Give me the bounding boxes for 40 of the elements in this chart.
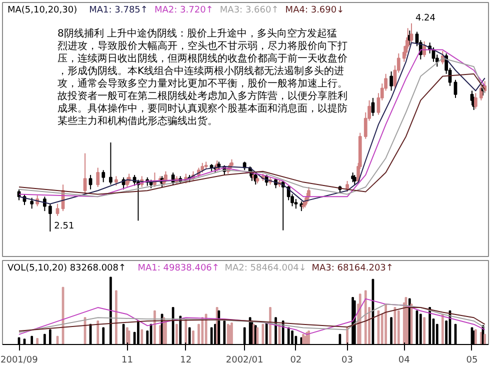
- text: MA1: 3.785↑: [89, 6, 148, 16]
- x-tick-label: 12: [180, 356, 192, 366]
- annotation: 2.51: [54, 222, 74, 232]
- candlestick: [454, 79, 458, 98]
- candlestick: [474, 92, 478, 110]
- candlestick: [42, 196, 46, 212]
- x-tick-label: 11: [121, 356, 133, 366]
- candlestick: [114, 176, 118, 186]
- x-tick-label: 2001/09: [0, 356, 38, 366]
- x-tick-label: 03: [342, 356, 354, 366]
- x-tick-label: 2002/01: [226, 356, 264, 366]
- candlestick: [164, 170, 168, 183]
- candlestick: [371, 97, 375, 116]
- candlestick: [390, 70, 393, 92]
- text: MA2: 58464.004↓: [224, 264, 306, 274]
- legend-title: MA(5,10,20,30): [8, 6, 78, 16]
- text: MA2: 3.720↑: [154, 6, 214, 16]
- annotation: 4.24: [415, 13, 436, 24]
- x-tick-label: 04: [398, 356, 410, 366]
- candlestick: [307, 186, 310, 200]
- candlestick: [109, 142, 112, 186]
- candlestick: [200, 162, 204, 174]
- text: MA1: 49838.406↑: [138, 264, 220, 274]
- candlestick: [83, 152, 87, 194]
- candlestick: [126, 176, 129, 188]
- annotation: 8阴线捕利 上升中途伪阴线：股价上升途中，多头向空方发起猛烈进攻，导致股价大幅高开，空头也不甘示弱，尽力将股价向下打压，连续两日收出阴线，但两根阴线的收盘价都高于前一天收盘价，形成伪阴线。本K线组合中连续两根小阴线都无法遏制多头的进攻，通常会导致多空力量对比更加不平衡，股价一般将加速上行。故投资者一般可在第二根阴线处考虑加入多方阵营，以便分享胜利成果。具体操作中，要同时认真观察个股基本面和消息面，以提防某些主力和机构借此形态骗线出货。: [58, 28, 348, 127]
- text: MA3: 3.660↑: [220, 6, 279, 16]
- candlestick: [422, 40, 426, 58]
- candlestick: [352, 174, 356, 186]
- candlestick: [48, 203, 52, 232]
- candlestick: [96, 167, 100, 188]
- candlestick: [88, 174, 92, 190]
- candlestick: [56, 203, 60, 216]
- x-tick-label: 02: [290, 356, 302, 366]
- candlestick: [30, 197, 34, 210]
- candlestick: [102, 170, 106, 183]
- text: MA3: 68164.203↑: [312, 264, 394, 274]
- text: MA4: 3.690↓: [285, 6, 344, 16]
- chart-title: VOL(5,10,20) 83268.008↑: [8, 264, 126, 274]
- x-tick-label: 05: [466, 356, 478, 366]
